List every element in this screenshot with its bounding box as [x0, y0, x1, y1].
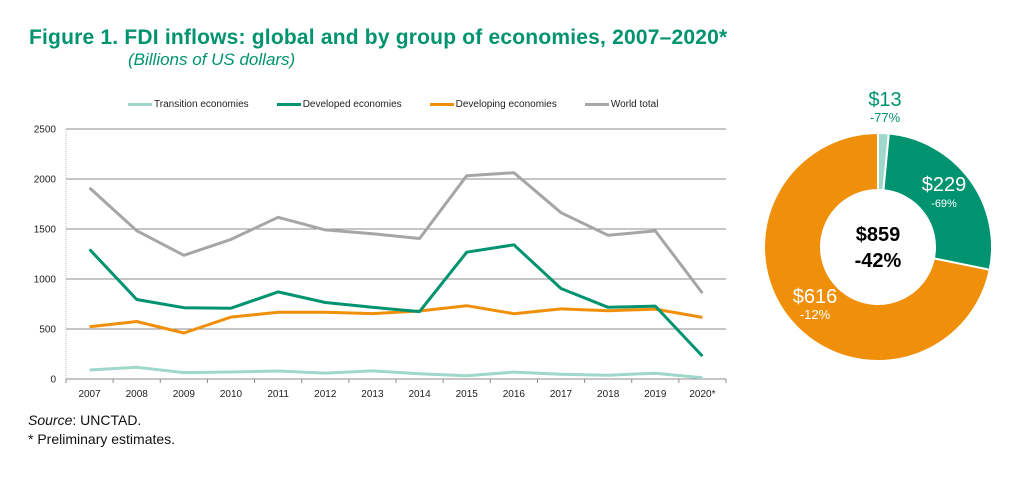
series-line-developing-economies: [89, 304, 703, 335]
donut-center-change: -42%: [855, 250, 902, 272]
slice-value-label-transition-economies: $13: [868, 89, 901, 111]
series-line-transition-economies: [89, 365, 703, 380]
legend-swatch-developed: [276, 103, 301, 106]
legend-label-world: World total: [610, 99, 659, 110]
x-tick-label: 2017: [550, 389, 573, 400]
series-line-world-total: [88, 171, 704, 295]
x-tick-label: 2007: [78, 389, 101, 400]
legend-swatch-developing: [429, 103, 454, 106]
figure-subtitle: (Billions of US dollars): [128, 50, 296, 69]
x-tick-label: 2014: [408, 389, 431, 400]
x-tick-label: 2010: [220, 389, 243, 400]
legend-item-transition: Transition economies: [128, 99, 249, 110]
x-tick-label: 2011: [267, 389, 289, 400]
legend-swatch-world: [584, 103, 609, 106]
source-note: Source: UNCTAD. * Preliminary estimates.: [28, 411, 175, 449]
legend-swatch-transition: [128, 103, 152, 106]
figure-title: Figure 1. FDI inflows: global and by gro…: [29, 26, 728, 49]
y-tick-label: 0: [50, 375, 56, 386]
legend-label-developed: Developed economies: [302, 99, 402, 110]
donut-slice-developed-economies: [882, 132, 993, 271]
chart-legend: Transition economies Developed economies…: [128, 99, 658, 110]
y-tick-label: 1500: [34, 225, 57, 236]
y-tick-label: 1000: [34, 275, 57, 286]
legend-label-developing: Developing economies: [455, 99, 557, 110]
x-tick-label: 2013: [361, 389, 384, 400]
source-label: Source: [28, 412, 73, 428]
y-tick-label: 2000: [34, 175, 57, 186]
legend-item-developed: Developed economies: [276, 99, 402, 110]
slice-change-label-transition-economies: -77%: [870, 110, 901, 125]
slice-value-label-developed-economies: $229: [922, 174, 967, 196]
x-tick-label: 2018: [597, 389, 620, 400]
x-tick-label: 2020*: [689, 389, 715, 400]
x-tick-label: 2016: [503, 389, 526, 400]
slice-value-label-developing-economies: $616: [793, 286, 838, 308]
x-tick-label: 2012: [314, 389, 337, 400]
x-tick-label: 2015: [456, 389, 479, 400]
footnote: * Preliminary estimates.: [28, 431, 176, 447]
slice-change-label-developed-economies: -69%: [931, 198, 957, 210]
slice-change-label-developing-economies: -12%: [800, 307, 831, 322]
x-tick-label: 2019: [644, 389, 667, 400]
source-text: : UNCTAD.: [72, 412, 142, 428]
donut-slice-developing-economies: [763, 131, 991, 362]
legend-item-world: World total: [584, 99, 659, 110]
x-tick-label: 2009: [173, 389, 196, 400]
legend-label-transition: Transition economies: [154, 99, 249, 110]
x-tick-label: 2008: [126, 389, 149, 400]
donut-center-value: $859: [856, 224, 901, 246]
y-tick-label: 500: [39, 325, 56, 336]
series-line-developed-economies: [88, 243, 704, 358]
y-tick-label: 2500: [34, 125, 57, 136]
legend-item-developing: Developing economies: [429, 99, 557, 110]
